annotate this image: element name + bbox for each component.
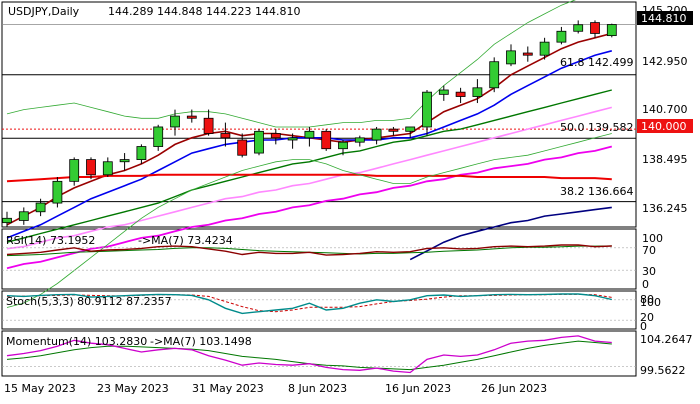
x-label-2: 23 May 2023 — [97, 382, 169, 395]
stoch-title: Stoch(5,3,3) 80.9112 87.2357 — [6, 295, 172, 308]
candle-body — [472, 87, 483, 97]
stoch-tick-80: 80 — [640, 293, 654, 306]
current-price-label: 144.810 — [641, 12, 687, 25]
price-tick-136245: 136.245 — [642, 202, 688, 215]
candle-body — [304, 130, 315, 139]
candle-body — [405, 126, 416, 132]
x-label-5: 16 Jun 2023 — [385, 382, 451, 395]
price-tick-140700: 140.700 — [642, 103, 688, 116]
rsi-tick-30: 30 — [642, 265, 656, 278]
stoch-tick-100: 100 — [640, 296, 661, 309]
candle-body — [237, 139, 248, 156]
overlay-line-ma_green-2 — [6, 89, 612, 243]
overlay-line-ma_pink-3 — [6, 106, 612, 250]
candle-body — [203, 117, 214, 134]
x-label-6: 26 Jun 2023 — [481, 382, 547, 395]
rsi-ma-title: ->MA(7) 73.4234 — [138, 234, 233, 247]
rsi-tick-70: 70 — [642, 244, 656, 257]
price-header-symbol: USDJPY,Daily — [8, 5, 80, 18]
momentum-line — [6, 335, 612, 374]
candles-layer — [2, 20, 617, 227]
candle-body — [69, 159, 80, 182]
candle-body — [153, 126, 164, 147]
momentum-tick-low: 99.5622 — [640, 364, 686, 377]
candle-body — [590, 22, 600, 34]
momentum-ma-title: ->MA(7) 103.1498 — [150, 335, 252, 348]
candle-body — [102, 161, 113, 176]
candle-body — [354, 137, 365, 143]
overlay-line-ma_navy-6 — [409, 206, 612, 261]
x-label-1: 15 May 2023 — [4, 382, 76, 395]
candle-body — [186, 115, 197, 119]
candle-body — [506, 50, 516, 65]
fib-382-label: 38.2 136.664 — [560, 185, 633, 198]
momentum-title: Momentum(14) 103.2830 — [6, 335, 147, 348]
overlay-line-ma_magenta-4 — [6, 145, 613, 270]
level-price-tag — [637, 119, 693, 133]
candle-body — [438, 89, 449, 95]
rsi-title: RSI(14) 73.1952 — [6, 234, 95, 247]
rsi-panel-frame — [1, 228, 637, 290]
candle-body — [220, 133, 231, 139]
candle-body — [321, 130, 332, 150]
overlay-line-bollinger-8 — [6, 133, 612, 308]
candle-body — [136, 146, 147, 160]
candle-body — [371, 128, 382, 141]
stoch-tick-20: 20 — [640, 311, 654, 324]
candle-body — [287, 137, 298, 141]
rsi-tick-0: 0 — [642, 278, 649, 291]
candle-body — [18, 211, 29, 221]
candle-body — [606, 24, 617, 37]
candle-body — [270, 133, 281, 139]
candle-body — [254, 130, 264, 154]
candle-body — [489, 61, 500, 89]
x-label-4: 8 Jun 2023 — [288, 382, 347, 395]
momentum-panel-frame — [1, 330, 637, 377]
candle-body — [86, 159, 96, 176]
candle-body — [539, 41, 550, 56]
price-tick-142950: 142.950 — [642, 55, 688, 68]
momentum-tick-high: 104.2647 — [640, 333, 693, 346]
price-tick-138495: 138.495 — [642, 153, 688, 166]
stoch-main-line — [6, 293, 612, 315]
x-label-3: 31 May 2023 — [192, 382, 264, 395]
candle-body — [388, 128, 399, 132]
fib-50-label: 50.0 139.582 — [560, 121, 633, 134]
candle-body — [52, 180, 63, 204]
candle-body — [119, 159, 130, 163]
candle-body — [422, 91, 432, 128]
current-price-tag — [637, 11, 693, 25]
rsi-tick-100: 100 — [642, 232, 663, 245]
candle-body — [35, 202, 46, 213]
candle-body — [2, 217, 12, 224]
stoch-tick-0: 0 — [640, 320, 647, 333]
stoch-panel-frame — [1, 290, 637, 330]
candle-body — [170, 115, 180, 128]
rsi-line — [6, 244, 612, 256]
indicator-lines — [2, 244, 636, 374]
candle-body — [338, 141, 348, 150]
price-panel-frame — [1, 1, 637, 228]
candle-body — [573, 24, 584, 32]
candle-body — [556, 30, 567, 43]
fib-618-label: 61.8 142.499 — [560, 56, 633, 69]
candle-body — [455, 91, 466, 97]
price-header-ohlc: 144.289 144.848 144.223 144.810 — [108, 5, 300, 18]
level-price-label: 140.000 — [641, 120, 687, 133]
candle-body — [522, 52, 533, 56]
